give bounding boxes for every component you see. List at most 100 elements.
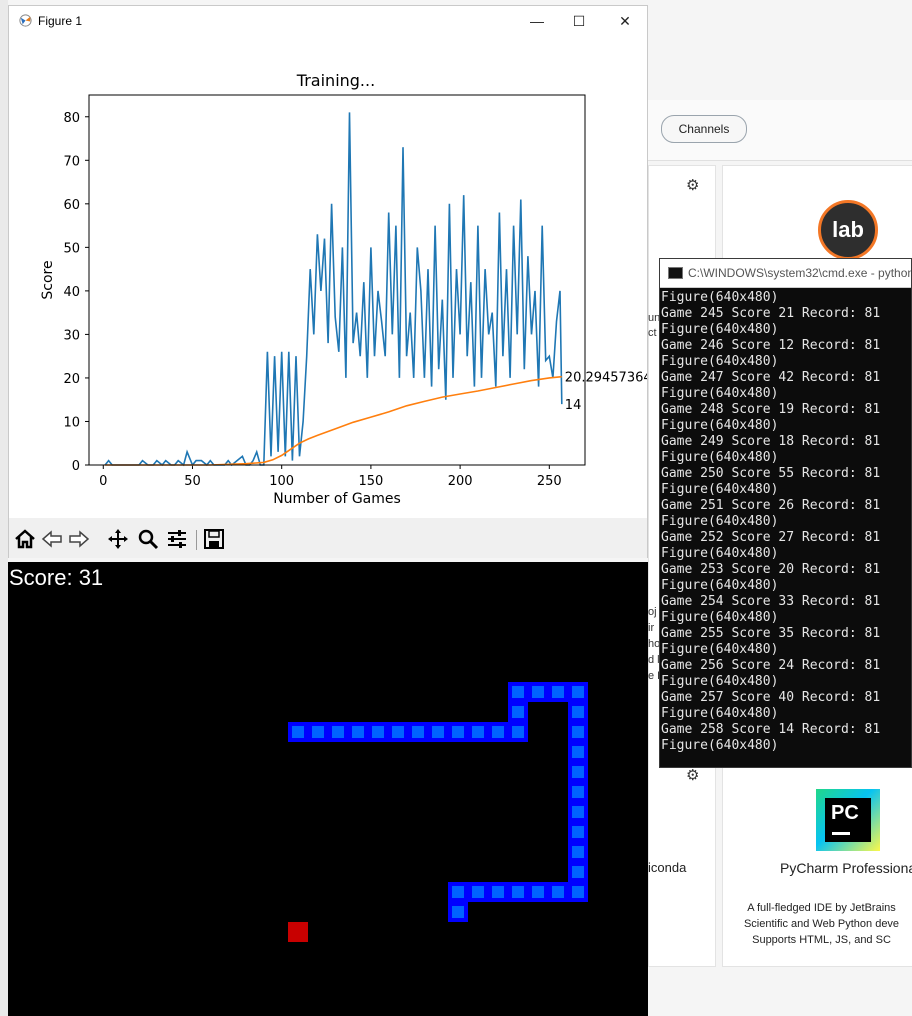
cmd-line: Game 245 Score 21 Record: 81 xyxy=(661,306,881,321)
value-annotation: 14 xyxy=(565,398,582,413)
snake-segment xyxy=(568,702,588,722)
snake-segment xyxy=(368,722,388,742)
x-tick-label: 200 xyxy=(448,474,473,489)
cmd-line: Figure(640x480) xyxy=(661,546,779,561)
card-text-fragment: ir xyxy=(648,622,655,634)
card-text-fragment: oj xyxy=(648,606,657,618)
pycharm-desc-line: Supports HTML, JS, and SC xyxy=(752,934,891,946)
snake-segment xyxy=(428,722,448,742)
snake-segment xyxy=(488,722,508,742)
score-display: Score: 31 xyxy=(9,565,104,590)
cmd-titlebar[interactable]: C:\WINDOWS\system32\cmd.exe - python xyxy=(660,259,911,288)
snake-segment xyxy=(568,722,588,742)
pycharm-logo-text: PC xyxy=(831,802,859,824)
snake-segment xyxy=(468,722,488,742)
y-tick-label: 10 xyxy=(63,415,80,430)
food-block xyxy=(288,922,308,942)
cmd-line: Figure(640x480) xyxy=(661,418,779,433)
snake-segment xyxy=(308,722,328,742)
x-axis-label: Number of Games xyxy=(273,491,401,507)
cmd-line: Game 247 Score 42 Record: 81 xyxy=(661,370,881,385)
figure-window[interactable]: Figure 1 — ☐ ✕ Training... 0 50 100 150 200 2… xyxy=(8,5,648,558)
score-series-line xyxy=(104,112,563,467)
cmd-line: Figure(640x480) xyxy=(661,642,779,657)
snake-segment xyxy=(548,882,568,902)
cmd-line: Game 250 Score 55 Record: 81 xyxy=(661,466,881,481)
y-tick-label: 60 xyxy=(63,198,80,213)
chart-title: Training... xyxy=(296,71,375,90)
snake-segment xyxy=(528,882,548,902)
cmd-line: Figure(640x480) xyxy=(661,706,779,721)
x-tick-label: 50 xyxy=(184,474,201,489)
value-annotation: 20.29457364 xyxy=(565,371,647,386)
cmd-line: Game 257 Score 40 Record: 81 xyxy=(661,690,881,705)
training-chart: Training... 0 50 100 150 200 250 0 10 20 30 40 50 60… xyxy=(40,71,647,507)
snake-segment xyxy=(568,782,588,802)
snake-segment xyxy=(468,882,488,902)
plot-axes-frame xyxy=(88,94,586,466)
figure-toolbar xyxy=(9,518,647,558)
snake-game-window[interactable]: Score: 31 xyxy=(8,562,648,1016)
jupyterlab-logo-icon: lab xyxy=(818,200,878,260)
navigator-topbar: Channels xyxy=(648,100,912,161)
y-tick-label: 0 xyxy=(72,459,80,474)
snake-segment xyxy=(288,722,308,742)
snake-segment xyxy=(568,822,588,842)
cmd-window[interactable]: C:\WINDOWS\system32\cmd.exe - python Fig… xyxy=(659,258,912,768)
snake-segment xyxy=(448,902,468,922)
zoom-icon[interactable] xyxy=(137,528,159,550)
x-tick-label: 100 xyxy=(269,474,294,489)
pycharm-description: A full-fledged IDE by JetBrains Scientif… xyxy=(731,900,912,948)
cmd-line: Figure(640x480) xyxy=(661,514,779,529)
pycharm-desc-line: A full-fledged IDE by JetBrains xyxy=(747,902,896,914)
card-text-fragment: ho xyxy=(648,638,661,650)
pycharm-desc-line: Scientific and Web Python deve xyxy=(743,918,900,930)
channels-button[interactable]: Channels xyxy=(661,115,747,143)
gear-icon[interactable]: ⚙ xyxy=(686,177,700,194)
snake-segment xyxy=(508,882,528,902)
pycharm-logo-inner: PC xyxy=(825,798,871,842)
cmd-line: Game 246 Score 12 Record: 81 xyxy=(661,338,881,353)
toolbar-separator xyxy=(196,530,197,550)
x-tick-label: 0 xyxy=(99,474,107,489)
cmd-line: Figure(640x480) xyxy=(661,322,779,337)
snake-segment xyxy=(448,882,468,902)
y-tick-label: 70 xyxy=(63,154,80,169)
snake-segment xyxy=(448,722,468,742)
cmd-line: Figure(640x480) xyxy=(661,354,779,369)
cmd-line: Figure(640x480) xyxy=(661,738,779,753)
snake-segment xyxy=(568,802,588,822)
y-tick-label: 50 xyxy=(63,241,80,256)
y-tick-label: 20 xyxy=(63,372,80,387)
save-icon[interactable] xyxy=(203,528,225,550)
pycharm-logo-icon: PC xyxy=(816,789,880,851)
minimize-button[interactable]: — xyxy=(530,13,544,29)
cmd-line: Figure(640x480) xyxy=(661,386,779,401)
cmd-line: Game 249 Score 18 Record: 81 xyxy=(661,434,881,449)
forward-icon[interactable] xyxy=(68,528,90,550)
mean-score-series-line xyxy=(105,375,562,466)
y-axis-label: Score xyxy=(40,260,56,299)
x-tick-label: 150 xyxy=(358,474,383,489)
figure-titlebar[interactable]: Figure 1 — ☐ ✕ xyxy=(9,6,647,36)
snake-segment xyxy=(568,682,588,702)
figure-title: Figure 1 xyxy=(38,14,83,28)
x-tick-label: 250 xyxy=(537,474,562,489)
cmd-line: Figure(640x480) xyxy=(661,674,779,689)
cmd-line: Game 254 Score 33 Record: 81 xyxy=(661,594,881,609)
snake-segment xyxy=(528,682,548,702)
cmd-line: Game 253 Score 20 Record: 81 xyxy=(661,562,881,577)
snake-segment xyxy=(508,682,528,702)
gear-icon[interactable]: ⚙ xyxy=(686,767,700,784)
maximize-button[interactable]: ☐ xyxy=(572,13,586,29)
back-icon[interactable] xyxy=(41,528,63,550)
snake-segment xyxy=(568,862,588,882)
cmd-icon xyxy=(668,267,683,279)
snake-segment xyxy=(568,882,588,902)
card-text-fragment: ct xyxy=(648,327,657,339)
cmd-line: Figure(640x480) xyxy=(661,610,779,625)
configure-subplots-icon[interactable] xyxy=(166,528,188,550)
home-icon[interactable] xyxy=(14,528,36,550)
close-button[interactable]: ✕ xyxy=(619,13,631,29)
pan-icon[interactable] xyxy=(107,528,129,550)
